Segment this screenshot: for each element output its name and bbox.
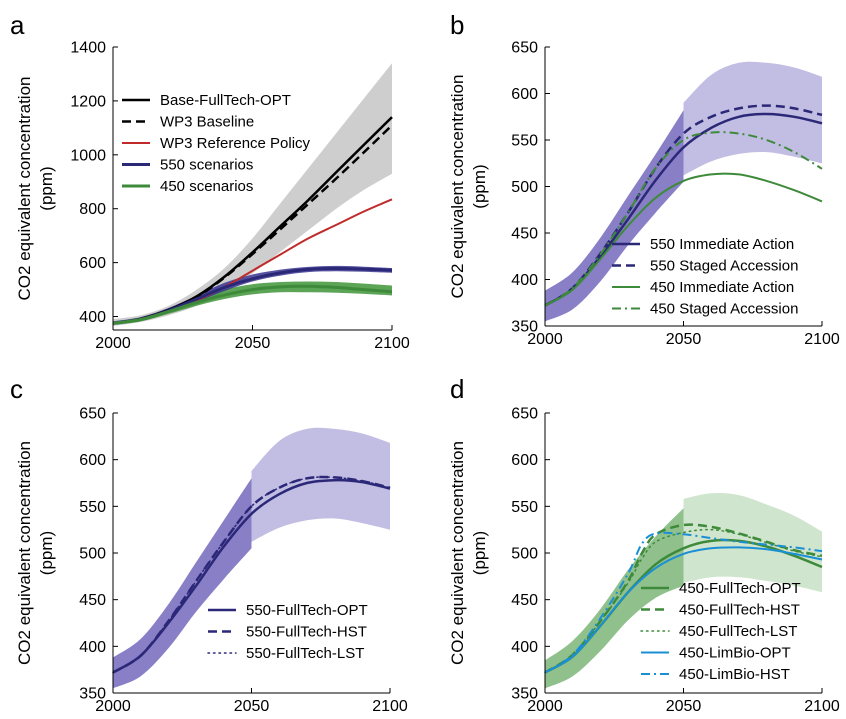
panel-letter: c [10,374,23,404]
y-axis-label: CO2 equivalent concentration [448,75,467,299]
y-tick-label: 650 [511,40,538,57]
x-tick-label: 2100 [804,331,840,348]
uncertainty-band-1 [113,63,392,326]
x-tick-label: 2100 [804,698,840,715]
y-tick-label: 600 [79,255,106,272]
y-tick-label: 500 [511,179,538,196]
legend-entry: 450-LimBio-OPT [679,645,791,662]
legend-entry: 450 Staged Accession [650,301,798,318]
panel-letter: d [450,374,464,404]
panel-a: a 400 600 800 1000 1200 1400 2000 2050 2100 CO2 eq… [10,10,410,352]
y-tick-label: 550 [511,499,538,516]
legend-entry: 550-FullTech-LST [246,645,364,662]
y-tick-label: 400 [79,309,106,326]
legend-entry: WP3 Baseline [160,114,254,131]
panel-b: b 350 400 450 500 550 600 650 2000 2050 2100 CO2 eq… [448,10,840,348]
x-tick-label: 2050 [234,698,270,715]
y-axis-unit-label: (ppm) [37,531,56,575]
x-tick-label: 2100 [374,335,410,352]
series-line-5 [544,531,823,674]
legend-entry: 450 Immediate Action [650,279,794,296]
uncertainty-band-2 [113,281,392,326]
legend-entry: 450-FullTech-OPT [679,580,801,597]
y-tick-label: 350 [511,319,538,336]
y-axis-label: CO2 equivalent concentration [15,441,34,665]
series-line-4 [544,546,823,674]
y-tick-label: 600 [79,452,106,469]
uncertainty-band-2 [683,61,822,176]
legend-entry: 550-FullTech-OPT [246,602,368,619]
y-tick-label: 1200 [70,93,106,110]
legend-entry: 450-FullTech-LST [679,623,797,640]
y-axis-label: CO2 equivalent concentration [448,441,467,665]
y-tick-label: 800 [79,201,106,218]
panel-letter: a [10,10,25,40]
y-axis-unit-label: (ppm) [470,164,489,208]
legend: 450-FullTech-OPT 450-FullTech-HST 450-Full… [640,580,801,683]
series-line-5 [112,284,393,325]
x-tick-label: 2050 [666,698,702,715]
legend-entry: 450-LimBio-HST [679,666,790,683]
x-tick-label: 2100 [372,698,408,715]
x-tick-label: 2000 [527,698,563,715]
panel-c: c 350 400 450 500 550 600 650 2000 2050 2100 CO2 eq… [10,374,408,715]
y-tick-label: 400 [511,639,538,656]
x-tick-label: 2050 [235,335,271,352]
y-tick-label: 1400 [70,40,106,57]
y-tick-label: 1000 [70,147,106,164]
y-tick-label: 400 [79,639,106,656]
legend-entry: 550-FullTech-HST [246,624,367,641]
legend-entry: Base-FullTech-OPT [160,92,291,109]
legend: Base-FullTech-OPT WP3 Baseline WP3 Referen… [122,92,311,195]
y-axis-unit-label: (ppm) [37,166,56,210]
series-line-3 [544,528,823,674]
x-tick-label: 2000 [95,698,131,715]
legend-entry: 450 scenarios [160,178,253,195]
series-line-4 [544,131,823,307]
panel-letter: b [450,10,464,40]
y-tick-label: 550 [79,499,106,516]
legend: 550 Immediate Action 550 Staged Accession… [612,236,798,318]
series-line-2 [112,475,391,674]
y-tick-label: 450 [79,592,106,609]
x-tick-label: 2000 [527,331,563,348]
y-tick-label: 550 [511,133,538,150]
y-axis-label: CO2 equivalent concentration [15,77,34,301]
y-tick-label: 350 [511,686,538,703]
x-tick-label: 2000 [95,335,131,352]
x-tick-label: 2050 [666,331,702,348]
y-tick-label: 450 [511,226,538,243]
series-line-3 [544,172,823,307]
legend: 550-FullTech-OPT 550-FullTech-HST 550-Full… [207,602,368,662]
y-tick-label: 400 [511,272,538,289]
uncertainty-band-1 [113,478,252,689]
uncertainty-band-2 [251,427,390,542]
y-tick-label: 350 [79,686,106,703]
legend-entry: 550 scenarios [160,157,253,174]
y-tick-label: 650 [511,406,538,423]
y-axis-unit-label: (ppm) [470,531,489,575]
panel-d: d 350 400 450 500 550 600 650 2000 2050 2100 CO2 eq… [448,374,840,715]
y-tick-label: 500 [79,546,106,563]
legend-entry: WP3 Reference Policy [160,135,311,152]
y-tick-label: 600 [511,452,538,469]
legend-entry: 450-FullTech-HST [679,602,800,619]
y-tick-label: 600 [511,86,538,103]
uncertainty-band-1 [545,110,684,322]
legend-entry: 550 Immediate Action [650,236,794,253]
legend-entry: 550 Staged Accession [650,258,798,275]
y-tick-label: 650 [79,406,106,423]
y-tick-label: 500 [511,546,538,563]
y-tick-label: 450 [511,592,538,609]
